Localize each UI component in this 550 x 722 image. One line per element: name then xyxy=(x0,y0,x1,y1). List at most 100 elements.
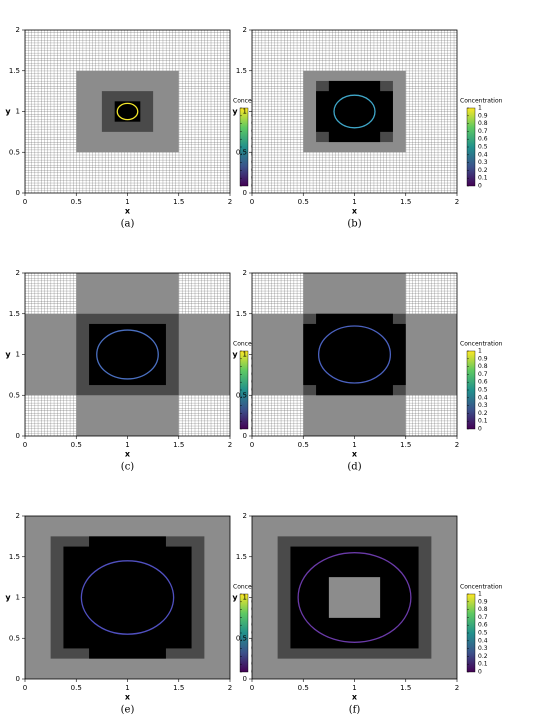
y-tick-label: 0.5 xyxy=(236,391,247,399)
x-tick-label: 0 xyxy=(23,684,27,692)
y-axis-label: y xyxy=(232,593,238,602)
panel: 0 0.5 1 1.5 200.511.52xy(d)Concentration00.1… xyxy=(232,269,502,473)
colorbar-tick-label: 0.6 xyxy=(478,622,488,629)
colorbar-tick-label: 0 xyxy=(478,183,482,190)
y-tick-label: 1 xyxy=(16,108,20,116)
y-tick-label: 1.5 xyxy=(236,553,247,561)
colorbar-tick-label: 0.5 xyxy=(478,144,488,151)
interface-circle xyxy=(297,552,412,643)
panel: 00.511.5200.511.52xy(a)Concentration00.1… xyxy=(5,26,275,230)
y-tick-label: 1.5 xyxy=(9,310,20,318)
x-tick-label: 1.5 xyxy=(400,441,411,449)
y-tick-label: 1.5 xyxy=(236,310,247,318)
y-tick-label: 2 xyxy=(16,269,20,277)
y-tick-label: 1 xyxy=(16,351,20,359)
panel: 00.511.5200.511.52xy(c)Concentration00.1… xyxy=(5,269,275,473)
y-tick-label: 2 xyxy=(16,512,20,520)
y-tick-label: 0 xyxy=(16,432,20,440)
x-tick-label: 0 xyxy=(250,441,254,449)
colorbar-tick-label: 0.7 xyxy=(478,614,488,621)
x-tick-label: 2 xyxy=(455,198,459,206)
caption: (c) xyxy=(121,462,135,473)
x-tick-label: 2 xyxy=(455,441,459,449)
panel: 0 0.5 1 1.5 200.511.52xy(b)Concentration00.1… xyxy=(232,26,502,230)
y-tick-label: 1 xyxy=(243,108,247,116)
legend-title: Concentration xyxy=(460,98,503,105)
panel: 00.511.5200.511.52xy(e)Concentration00.1… xyxy=(5,512,275,716)
colorbar-tick-label: 0.8 xyxy=(478,606,488,613)
y-tick-label: 1.5 xyxy=(236,67,247,75)
x-tick-label: 1.5 xyxy=(173,441,184,449)
colorbar-tick-label: 0.2 xyxy=(478,653,488,660)
y-axis-label: y xyxy=(5,593,11,602)
colorbar-tick-label: 0.3 xyxy=(478,402,488,409)
colorbar-tick-label: 0.9 xyxy=(478,598,488,605)
caption: (e) xyxy=(121,705,135,716)
y-tick-label: 0.5 xyxy=(236,148,247,156)
caption: (d) xyxy=(347,462,361,473)
caption: (a) xyxy=(121,219,135,230)
colorbar-tick-label: 0.4 xyxy=(478,637,488,644)
x-tick-label: 2 xyxy=(228,684,232,692)
x-tick-label: 2 xyxy=(228,441,232,449)
colorbar-tick-label: 0.1 xyxy=(478,418,488,425)
legend-title: Concentration xyxy=(460,584,503,591)
colorbar-tick-label: 1 xyxy=(478,348,482,355)
x-tick-label: 0.5 xyxy=(71,684,82,692)
refined-region xyxy=(328,577,381,618)
y-tick-label: 0.5 xyxy=(236,634,247,642)
y-tick-label: 1.5 xyxy=(9,553,20,561)
refined-region xyxy=(316,91,393,132)
colorbar-tick-label: 1 xyxy=(478,105,482,112)
x-tick-label: 1.5 xyxy=(400,684,411,692)
x-axis-label: x xyxy=(125,207,131,216)
colorbar-tick-label: 0.2 xyxy=(478,410,488,417)
x-tick-label: 0 xyxy=(23,198,27,206)
y-axis-label: y xyxy=(5,107,11,116)
panel: 0 0.5 1 1.5 200.511.52xy(f)Concentration00.1… xyxy=(232,512,502,716)
refined-region xyxy=(89,323,166,386)
x-tick-label: 1 xyxy=(125,198,129,206)
colorbar-tick-label: 0.3 xyxy=(478,159,488,166)
colorbar-tick-label: 0 xyxy=(478,669,482,676)
colorbar-tick-label: 0.6 xyxy=(478,136,488,143)
colorbar-tick-label: 0.9 xyxy=(478,112,488,119)
y-tick-label: 1 xyxy=(16,594,20,602)
y-axis-label: y xyxy=(5,350,11,359)
caption: (f) xyxy=(349,705,361,716)
legend-title: Concentration xyxy=(460,341,503,348)
colorbar-tick-label: 0.2 xyxy=(478,167,488,174)
x-tick-label: 1 xyxy=(125,684,129,692)
x-tick-label: 1 xyxy=(125,441,129,449)
y-tick-label: 0 xyxy=(243,675,247,683)
x-axis-label: x xyxy=(352,207,358,216)
colorbar-tick-label: 0.3 xyxy=(478,645,488,652)
x-tick-label: 1.5 xyxy=(173,198,184,206)
colorbar-tick-label: 1 xyxy=(478,591,482,598)
colorbar-tick-label: 0 xyxy=(478,426,482,433)
y-tick-label: 0.5 xyxy=(9,391,20,399)
y-tick-label: 2 xyxy=(16,26,20,34)
colorbar-tick-label: 0.4 xyxy=(478,394,488,401)
y-tick-label: 2 xyxy=(243,512,247,520)
colorbar-tick-label: 0.5 xyxy=(478,387,488,394)
x-tick-label: 0.5 xyxy=(298,684,309,692)
x-tick-label: 0.5 xyxy=(298,441,309,449)
x-tick-label: 0.5 xyxy=(71,198,82,206)
interface-circle xyxy=(96,329,159,380)
colorbar-tick-label: 0.8 xyxy=(478,120,488,127)
x-tick-label: 2 xyxy=(455,684,459,692)
x-axis-label: x xyxy=(352,450,358,459)
colorbar-tick-label: 0.5 xyxy=(478,630,488,637)
colorbar-tick-label: 0.7 xyxy=(478,371,488,378)
colorbar-tick-label: 0.7 xyxy=(478,128,488,135)
y-tick-label: 2 xyxy=(243,269,247,277)
refined-region xyxy=(303,323,406,386)
y-axis-label: y xyxy=(232,107,238,116)
interface-circle xyxy=(116,102,139,121)
x-tick-label: 1 xyxy=(352,198,356,206)
colorbar-tick-label: 0.6 xyxy=(478,379,488,386)
y-tick-label: 1 xyxy=(243,351,247,359)
x-tick-label: 0.5 xyxy=(298,198,309,206)
